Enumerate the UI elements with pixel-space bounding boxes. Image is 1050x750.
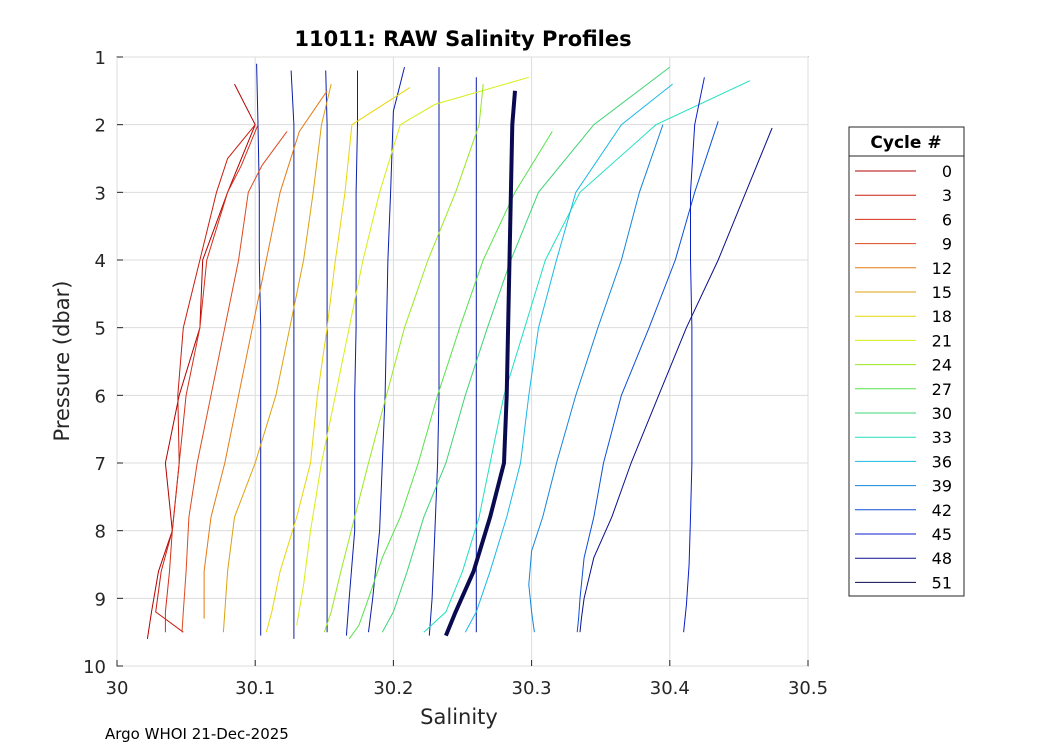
legend-label-cycle-18: 18 <box>932 307 952 326</box>
y-tick-label: 3 <box>95 183 106 204</box>
profile-line-cycle-3 <box>155 124 256 633</box>
legend-label-cycle-0: 0 <box>942 162 952 181</box>
legend-label-cycle-27: 27 <box>932 380 952 399</box>
legend-label-cycle-6: 6 <box>942 210 952 229</box>
x-tick-label: 30.2 <box>373 678 413 699</box>
y-tick-label: 9 <box>95 589 106 610</box>
profile-line-cycle-51 <box>444 90 517 637</box>
y-tick-label: 6 <box>95 386 106 407</box>
legend-label-cycle-3: 3 <box>942 186 952 205</box>
profile-line-v3 <box>325 70 328 633</box>
profile-line-cycle-27 <box>348 131 553 640</box>
profile-line-cycle-42 <box>576 121 719 633</box>
profile-line-cycle-12 <box>203 90 328 619</box>
footer-credit: Argo WHOI 21-Dec-2025 <box>105 725 289 743</box>
x-axis-title: Salinity <box>420 705 498 729</box>
legend-label-cycle-15: 15 <box>932 283 952 302</box>
chart-title: 11011: RAW Salinity Profiles <box>294 27 631 51</box>
y-axis: 1 2 3 4 5 6 7 8 9 10 <box>83 48 123 678</box>
legend-label-cycle-48: 48 <box>932 549 952 568</box>
legend-label-cycle-33: 33 <box>932 428 952 447</box>
x-tick-label: 30.1 <box>235 678 275 699</box>
legend-label-cycle-21: 21 <box>932 331 952 350</box>
profile-line-cycle-33 <box>423 80 751 633</box>
y-tick-label: 1 <box>95 48 106 69</box>
grid <box>116 56 809 667</box>
profile-line-v2 <box>290 70 295 639</box>
profile-line-cycle-30 <box>381 66 671 633</box>
x-tick-label: 30.3 <box>512 678 552 699</box>
legend-label-cycle-12: 12 <box>932 259 952 278</box>
profile-line-cycle-45 <box>683 77 705 633</box>
profile-line-cycle-18 <box>265 86 411 633</box>
legend-box <box>848 126 965 597</box>
y-tick-label: 5 <box>95 319 106 340</box>
y-axis-title: Pressure (dbar) <box>50 281 74 442</box>
profile-line-cycle-15 <box>222 83 332 633</box>
y-tick-label: 4 <box>95 251 106 272</box>
legend-label-cycle-9: 9 <box>942 235 952 254</box>
profile-lines <box>146 63 773 640</box>
profile-line-cycle-6 <box>164 124 259 633</box>
legend-label-cycle-51: 51 <box>932 573 952 592</box>
profile-line-cycle-0 <box>146 83 256 639</box>
x-axis: 30 30.1 30.2 30.3 30.4 30.5 <box>106 660 828 699</box>
y-tick-label: 10 <box>83 657 106 678</box>
x-tick-label: 30.5 <box>788 678 828 699</box>
x-tick-label: 30 <box>106 678 129 699</box>
legend-label-cycle-36: 36 <box>932 452 952 471</box>
plot-area <box>116 56 809 667</box>
profile-line-v6 <box>428 67 440 636</box>
profile-line-v4 <box>345 70 358 636</box>
profile-line-cycle-48 <box>579 127 773 633</box>
y-tick-label: 8 <box>95 522 106 543</box>
legend-label-cycle-30: 30 <box>932 404 952 423</box>
legend-title: Cycle # <box>870 133 941 153</box>
profile-line-cycle-36 <box>464 83 673 633</box>
profile-line-cycle-9 <box>181 131 288 633</box>
legend-label-cycle-24: 24 <box>932 356 952 375</box>
y-tick-label: 7 <box>95 454 106 475</box>
x-tick-label: 30.4 <box>650 678 690 699</box>
legend-label-cycle-45: 45 <box>932 525 952 544</box>
y-tick-label: 2 <box>95 116 106 137</box>
legend-label-cycle-39: 39 <box>932 477 952 496</box>
profile-line-cycle-24 <box>323 84 484 633</box>
profile-line-cycle-21 <box>296 76 529 626</box>
profile-line-v1 <box>256 63 262 636</box>
profile-line-cycle-39 <box>528 124 664 633</box>
legend-label-cycle-42: 42 <box>932 501 952 520</box>
